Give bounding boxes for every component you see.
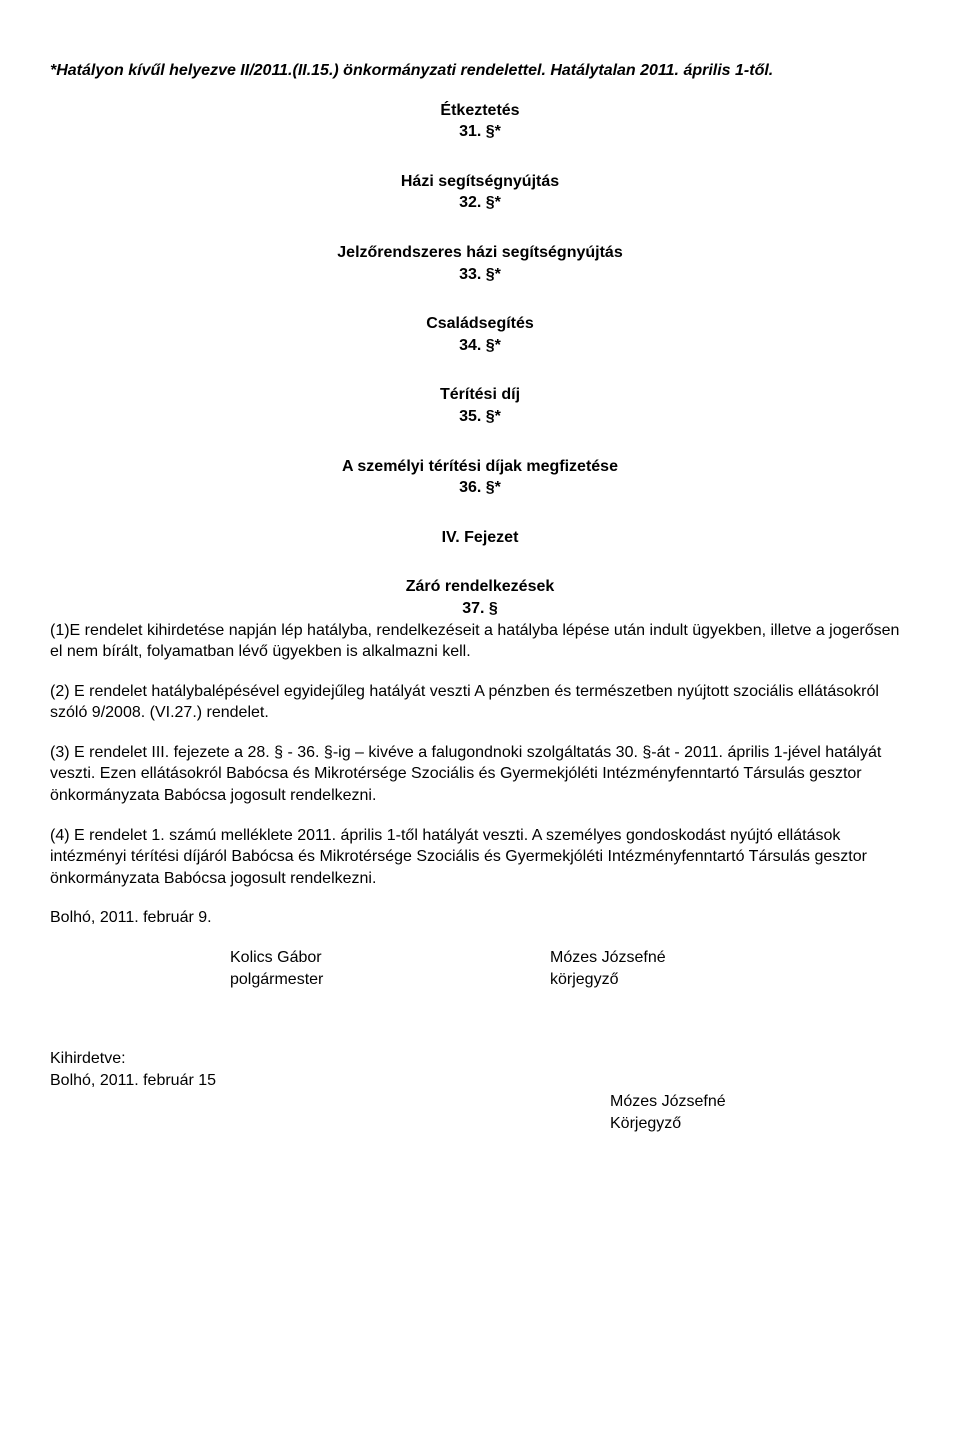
section-title-csalad: Családsegítés: [50, 313, 910, 335]
section-title-etkeztetes: Étkeztetés: [50, 100, 910, 122]
sig-left-title: polgármester: [230, 969, 550, 991]
sig-left-name: Kolics Gábor: [230, 947, 550, 969]
section-title-jelzo: Jelzőrendszeres házi segítségnyújtás: [50, 242, 910, 264]
footer-kihirdetve: Kihirdetve:: [50, 1048, 910, 1070]
section-num-32: 32. §*: [50, 192, 910, 214]
section-num-33: 33. §*: [50, 264, 910, 286]
paragraph-3: (3) E rendelet III. fejezete a 28. § - 3…: [50, 742, 910, 807]
sign-date: Bolhó, 2011. február 9.: [50, 907, 910, 929]
signature-right: Mózes Józsefné körjegyző: [550, 947, 870, 990]
footer-signature: Mózes Józsefné Körjegyző: [610, 1091, 910, 1134]
sig-right-name: Mózes Józsefné: [550, 947, 870, 969]
section-title-hazi: Házi segítségnyújtás: [50, 171, 910, 193]
signature-left: Kolics Gábor polgármester: [230, 947, 550, 990]
section-num-31: 31. §*: [50, 121, 910, 143]
paragraph-2: (2) E rendelet hatálybalépésével egyidej…: [50, 681, 910, 724]
sig-right-title: körjegyző: [550, 969, 870, 991]
footer-sig-title: Körjegyző: [610, 1113, 910, 1135]
signature-row: Kolics Gábor polgármester Mózes Józsefné…: [230, 947, 910, 990]
paragraph-1: (1)E rendelet kihirdetése napján lép hat…: [50, 620, 910, 663]
footer-sig-name: Mózes Józsefné: [610, 1091, 910, 1113]
section-title-szemelyi: A személyi térítési díjak megfizetése: [50, 456, 910, 478]
closing-num: 37. §: [50, 598, 910, 620]
section-num-36: 36. §*: [50, 477, 910, 499]
section-num-34: 34. §*: [50, 335, 910, 357]
header-note: *Hatályon kívűl helyezve II/2011.(II.15.…: [50, 60, 910, 82]
chapter-heading: IV. Fejezet: [50, 527, 910, 549]
section-title-teritesi: Térítési díj: [50, 384, 910, 406]
paragraph-4: (4) E rendelet 1. számú melléklete 2011.…: [50, 825, 910, 890]
footer-date: Bolhó, 2011. február 15: [50, 1070, 910, 1092]
section-num-35: 35. §*: [50, 406, 910, 428]
closing-title: Záró rendelkezések: [50, 576, 910, 598]
